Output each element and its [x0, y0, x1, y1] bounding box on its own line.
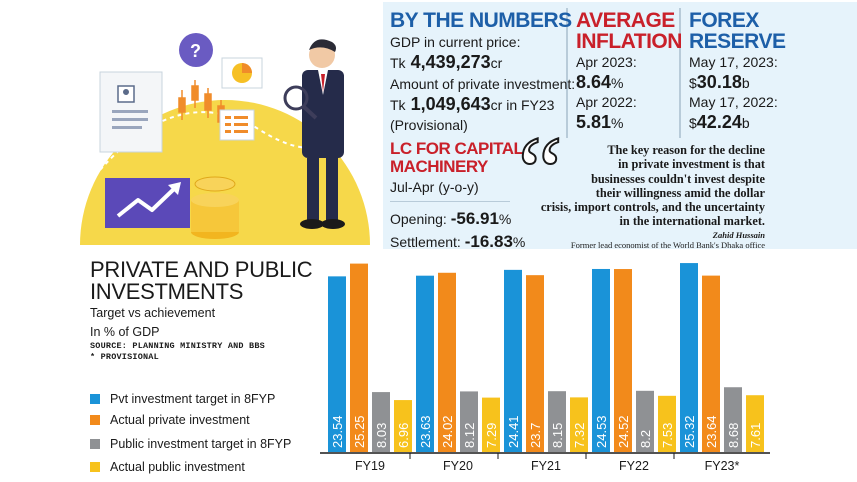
- quote-author-role: Former lead economist of the World Bank'…: [570, 240, 765, 250]
- chart-title-line-1: PRIVATE AND PUBLIC: [90, 257, 313, 282]
- bar: [328, 276, 346, 452]
- legend-item: Pvt investment target in 8FYP: [90, 392, 275, 406]
- panel-divider-1: [566, 8, 568, 138]
- bar-value-label: 7.61: [748, 423, 763, 448]
- legend-label: Public investment target in 8FYP: [110, 437, 292, 451]
- bar-value-label: 7.53: [660, 423, 675, 448]
- quote-mark: “: [517, 116, 563, 227]
- legend-swatch: [90, 462, 100, 472]
- bar: [702, 275, 720, 452]
- legend-item: Actual private investment: [90, 413, 250, 427]
- forex-heading: FOREX RESERVE: [689, 9, 786, 53]
- investment-illustration: ?: [80, 33, 370, 245]
- chart-unit-label: In % of GDP: [90, 325, 160, 339]
- bar-value-label: 7.32: [572, 423, 587, 448]
- bar: [372, 392, 390, 452]
- bar: [746, 395, 764, 452]
- lc-rule: [390, 201, 510, 202]
- bar-value-label: 8.68: [726, 423, 741, 448]
- bar-value-label: 25.25: [352, 415, 367, 448]
- private-investment-label: Amount of private investment:: [390, 76, 576, 92]
- lc-heading: LC FOR CAPITAL MACHINERY: [390, 139, 524, 176]
- bar-value-label: 24.41: [506, 415, 521, 448]
- legend-label: Pvt investment target in 8FYP: [110, 392, 276, 406]
- lc-opening: Opening: -56.91%: [390, 209, 512, 228]
- x-tick-label: FY20: [443, 459, 473, 473]
- bar-value-label: 6.96: [396, 423, 411, 448]
- forex-value-2: $42.24b: [689, 112, 750, 132]
- bar-value-label: 8.12: [462, 423, 477, 448]
- x-tick-label: FY23*: [705, 459, 740, 473]
- forex-date-1: May 17, 2023:: [689, 54, 778, 70]
- bar-value-label: 24.53: [594, 415, 609, 448]
- legend-swatch: [90, 415, 100, 425]
- stats-panel: [383, 2, 857, 249]
- panel-divider-2: [679, 8, 681, 138]
- chart-title-line-2: INVESTMENTS: [90, 279, 244, 304]
- bar-value-label: 24.02: [440, 415, 455, 448]
- chart-provisional-note: * PROVISIONAL: [90, 352, 159, 362]
- provisional-note: (Provisional): [390, 117, 468, 133]
- lc-settlement: Settlement: -16.83%: [390, 232, 526, 251]
- bar-value-label: 7.29: [484, 423, 499, 448]
- gdp-value: Tk 4,439,273cr: [390, 52, 503, 72]
- legend-item: Actual public investment: [90, 460, 245, 474]
- bar: [548, 391, 566, 452]
- bar: [570, 397, 588, 452]
- x-tick-label: FY19: [355, 459, 385, 473]
- bar: [636, 390, 654, 452]
- bar: [416, 275, 434, 452]
- bar: [350, 263, 368, 452]
- investment-bar-chart: 23.54 25.25 8.03 6.96 FY19 23.63 24.02 8.12 7.29…: [320, 263, 770, 473]
- bar: [504, 269, 522, 452]
- bar: [482, 397, 500, 452]
- x-tick-label: FY21: [531, 459, 561, 473]
- bar: [658, 395, 676, 452]
- inflation-date-1: Apr 2023:: [576, 54, 637, 70]
- legend-label: Actual private investment: [110, 413, 250, 427]
- legend-swatch: [90, 439, 100, 449]
- bar-value-label: 8.2: [638, 430, 653, 448]
- bar: [394, 400, 412, 452]
- bar: [724, 387, 742, 452]
- bar-value-label: 23.7: [528, 423, 543, 448]
- quote-text: The key reason for the decline in privat…: [540, 143, 765, 229]
- inflation-date-2: Apr 2022:: [576, 94, 637, 110]
- lc-period: Jul-Apr (y-o-y): [390, 179, 479, 195]
- legend-label: Actual public investment: [110, 460, 245, 474]
- legend-item: Public investment target in 8FYP: [90, 437, 291, 451]
- bar: [460, 391, 478, 452]
- quote-author: Zahid Hussain: [712, 230, 765, 240]
- chart-subtitle: Target vs achievement: [90, 306, 216, 320]
- inflation-value-1: 8.64%: [576, 72, 624, 92]
- chart-source: SOURCE: PLANNING MINISTRY AND BBS: [90, 341, 265, 351]
- bar-value-label: 23.54: [330, 415, 345, 448]
- svg-text:?: ?: [190, 41, 201, 61]
- x-tick-label: FY22: [619, 459, 649, 473]
- bar: [526, 275, 544, 452]
- bar-value-label: 8.03: [374, 423, 389, 448]
- bar: [592, 268, 610, 452]
- bar-value-label: 8.15: [550, 423, 565, 448]
- bar-value-label: 23.63: [418, 415, 433, 448]
- bar: [438, 272, 456, 452]
- bar: [614, 269, 632, 452]
- inflation-value-2: 5.81%: [576, 112, 624, 132]
- gdp-label: GDP in current price:: [390, 34, 521, 50]
- bar-value-label: 23.64: [704, 415, 719, 448]
- bar-value-label: 25.32: [682, 415, 697, 448]
- private-investment-value: Tk 1,049,643cr in FY23: [390, 94, 555, 114]
- legend-swatch: [90, 394, 100, 404]
- bar: [680, 263, 698, 452]
- bar-value-label: 24.52: [616, 415, 631, 448]
- by-numbers-heading: BY THE NUMBERS: [390, 9, 572, 32]
- forex-date-2: May 17, 2022:: [689, 94, 778, 110]
- forex-value-1: $30.18b: [689, 72, 750, 92]
- inflation-heading: AVERAGE INFLATION: [576, 9, 682, 53]
